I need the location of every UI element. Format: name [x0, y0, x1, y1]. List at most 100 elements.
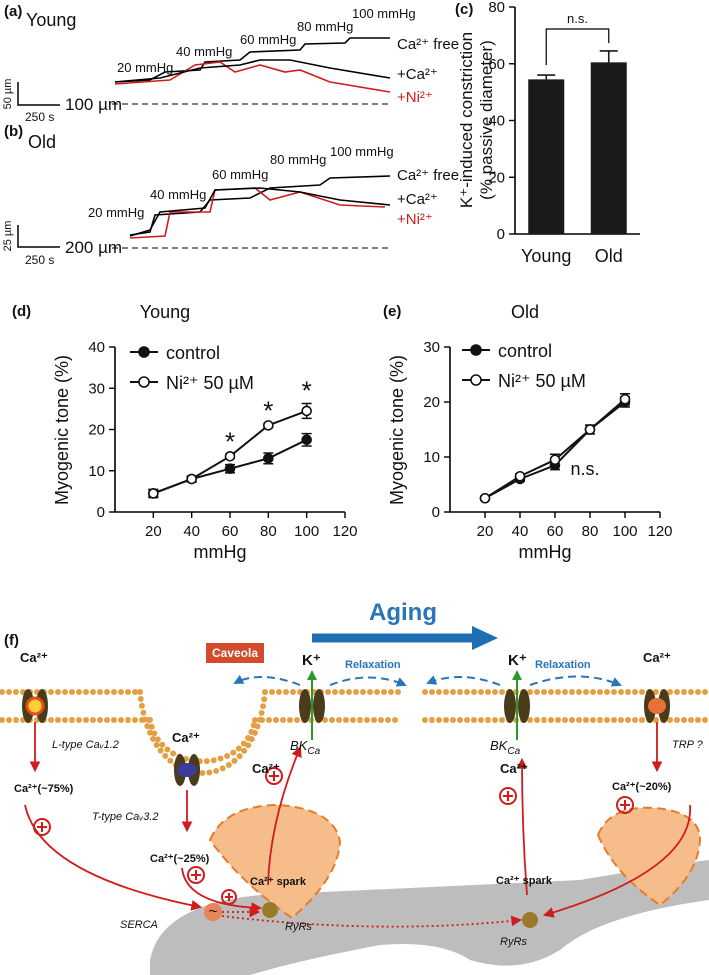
fraction-label: Ca²⁺(~25%): [150, 853, 210, 865]
trace-label: +Ca²⁺: [397, 66, 438, 83]
y-axis-label: K⁺-induced constriction: [457, 32, 476, 208]
y-tick-label: 40: [88, 339, 105, 356]
ca-label: Ca²⁺: [20, 650, 48, 665]
scale-y-label: 25 µm: [2, 221, 14, 252]
sr-lobe: [208, 803, 342, 920]
panel-label: (c): [455, 1, 473, 18]
channel-label: T-type Caᵥ3.2: [92, 811, 159, 823]
marker: [514, 470, 526, 482]
relaxation-label: Relaxation: [345, 659, 401, 671]
y-tick-label: 20: [488, 169, 505, 186]
panel-b: (b) Old 20 mmHg 40 mmHg 60 mmHg 80 mmHg …: [2, 123, 459, 267]
error-bar: [599, 50, 618, 63]
caveola-box: [206, 643, 264, 663]
legend-label: control: [166, 343, 220, 363]
x-tick-label: 120: [332, 523, 357, 540]
x-tick-label: 120: [647, 523, 672, 540]
annotation: n.s.: [570, 459, 599, 479]
y-tick-label: 20: [423, 394, 440, 411]
x-axis-label: mmHg: [194, 542, 247, 562]
sr: [150, 860, 709, 975]
marker: [584, 424, 596, 435]
sr-lobe: [596, 806, 702, 907]
y-tick-label: 60: [488, 56, 505, 73]
y-axis-label: Myogenic tone (%): [387, 355, 407, 505]
plus-icons: [33, 767, 634, 905]
x-tick-label: 100: [294, 523, 319, 540]
trace-label: +Ni²⁺: [397, 211, 433, 228]
legend-marker: [470, 374, 482, 386]
y-tick-label: 30: [88, 380, 105, 397]
k-arrows: [307, 670, 522, 740]
pressure-label: 40 mmHg: [150, 187, 206, 202]
panel-label: (a): [4, 3, 22, 20]
trace-ca: [114, 59, 391, 83]
x-axis-label: mmHg: [519, 542, 572, 562]
y-tick-label: 80: [488, 0, 505, 16]
marker: [301, 405, 312, 417]
x-tick-label: 40: [183, 523, 200, 540]
relax-arrows: [233, 674, 622, 687]
ryr-label: RyRs: [500, 936, 527, 948]
k-label: K⁺: [302, 652, 321, 669]
membrane: [0, 689, 709, 776]
annotation: *: [225, 426, 235, 456]
channel-label: TRP ?: [672, 739, 704, 751]
y-tick-label: 10: [88, 463, 105, 480]
ryr: [262, 902, 278, 918]
channel-label: BKCa: [290, 738, 321, 757]
marker: [148, 488, 159, 499]
marker: [301, 434, 312, 446]
fraction-label: Ca²⁺(~75%): [14, 783, 74, 795]
pressure-label: 80 mmHg: [270, 152, 326, 167]
legend-label: control: [498, 341, 552, 361]
scale-bar: [17, 82, 60, 106]
ryr: [522, 912, 538, 928]
serca-symbol: ~: [209, 903, 218, 920]
marker: [619, 393, 631, 405]
pressure-label: 40 mmHg: [176, 44, 232, 59]
y-axis-label: (% passive diameter): [477, 40, 496, 200]
bar: [590, 62, 627, 234]
y-tick-label: 10: [423, 449, 440, 466]
channels: [22, 689, 670, 786]
panel-label: (f): [4, 632, 19, 649]
x-tick-label: 80: [260, 523, 277, 540]
legend-marker: [138, 346, 150, 358]
marker: [549, 454, 561, 466]
scale-y-label: 50 µm: [2, 79, 14, 110]
pressure-label: 100 mmHg: [330, 144, 394, 159]
channel-glow: [648, 698, 666, 714]
x-tick-label: 80: [582, 523, 599, 540]
x-tick-label: Old: [595, 246, 623, 266]
annotation: *: [302, 376, 312, 406]
ryr-label: RyRs: [285, 921, 312, 933]
x-tick-label: 60: [222, 523, 239, 540]
y-axis-label: Myogenic tone (%): [52, 355, 72, 505]
bar: [528, 79, 565, 234]
y-tick-label: 30: [423, 339, 440, 356]
panel-title: Old: [28, 132, 56, 152]
trace-ca-free: [114, 37, 390, 83]
pressure-label: 60 mmHg: [212, 167, 268, 182]
panel-label: (d): [12, 303, 31, 320]
y-tick-label: 0: [97, 504, 105, 521]
x-tick-label: 60: [547, 523, 564, 540]
trace-label: Ca²⁺ free: [397, 36, 459, 53]
channel-label: L-type Caᵥ1.2: [52, 739, 119, 751]
scale-x-label: 250 s: [25, 110, 54, 124]
k-label: K⁺: [508, 652, 527, 669]
trace-label: Ca²⁺ free: [397, 167, 459, 184]
serca-label: SERCA: [120, 919, 158, 931]
panel-label: (e): [383, 303, 401, 320]
spark-label: Ca²⁺ spark: [496, 875, 553, 887]
aging-title: Aging: [369, 599, 437, 626]
baseline-label: 200 µm: [65, 238, 122, 257]
y-tick-label: 40: [488, 113, 505, 130]
trace-ca-free: [129, 175, 391, 236]
pressure-label: 20 mmHg: [88, 205, 144, 220]
fraction-label: Ca²⁺(~20%): [612, 781, 672, 793]
bracket: [545, 28, 610, 66]
